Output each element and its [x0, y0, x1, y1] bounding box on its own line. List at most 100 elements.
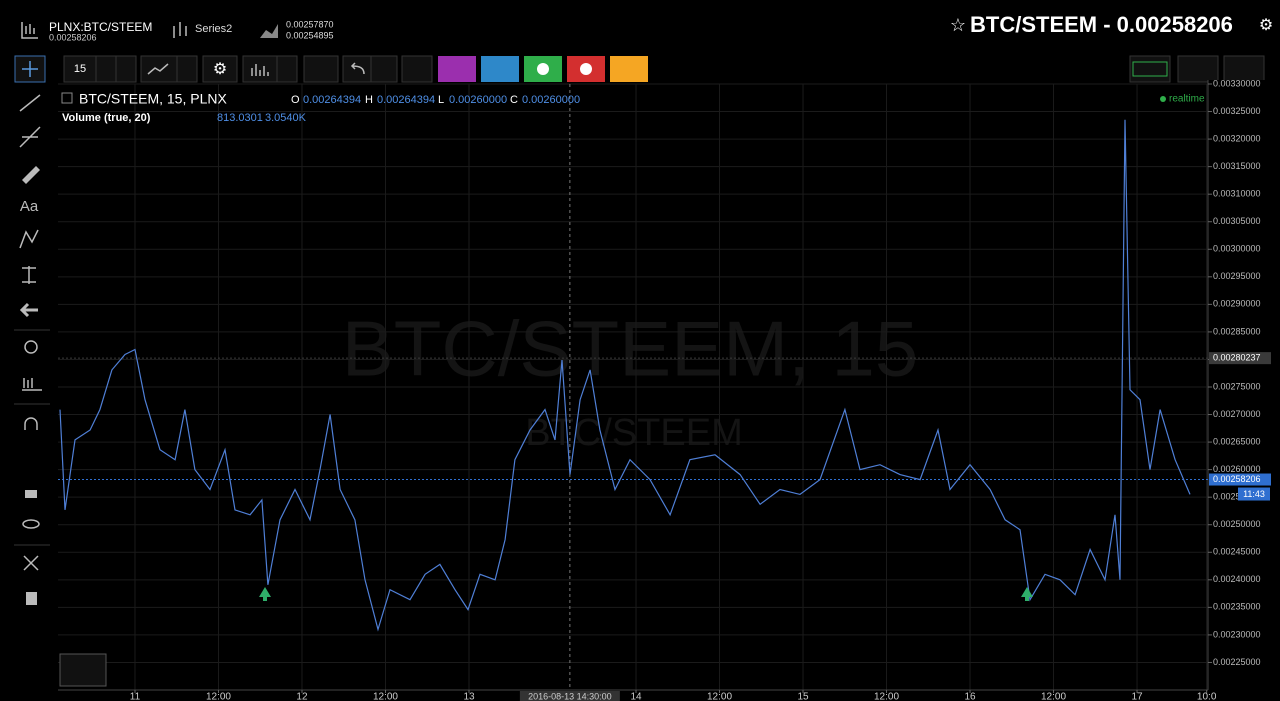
- y-tick-label: 0.00230000: [1213, 629, 1261, 639]
- zoom-tool[interactable]: [24, 340, 38, 354]
- list-button[interactable]: [610, 56, 648, 82]
- text-tool[interactable]: Aa: [20, 198, 39, 215]
- y-axis: [1208, 80, 1280, 690]
- properties[interactable]: [202, 55, 238, 83]
- x-tick-label: 17: [1131, 692, 1143, 701]
- x-tick-label: 12:00: [707, 692, 732, 701]
- tools-icon[interactable]: [23, 555, 39, 571]
- broadcast-button[interactable]: [481, 56, 519, 82]
- symbol[interactable]: PLNX:BTC/STEEM: [49, 20, 152, 34]
- x-tick-label: 16: [964, 692, 976, 701]
- load[interactable]: [1177, 55, 1219, 83]
- pattern-tool[interactable]: [19, 229, 39, 249]
- magnet-tool[interactable]: [24, 417, 38, 430]
- settings[interactable]: ⚙: [1259, 17, 1273, 34]
- fullscreen[interactable]: [401, 55, 433, 83]
- close-label: C: [510, 94, 518, 106]
- y-tick-label: 0.00320000: [1213, 133, 1261, 143]
- volume-value: 813.0301: [217, 112, 263, 124]
- hide-tool[interactable]: [22, 519, 40, 529]
- fib-tool[interactable]: [19, 126, 41, 148]
- y-tick-label: 0.00330000: [1213, 78, 1261, 88]
- gear-icon: ⚙: [213, 61, 227, 78]
- y-tick-label: 0.00325000: [1213, 106, 1261, 116]
- left-toolbar: Aa: [14, 94, 50, 605]
- redo[interactable]: [370, 55, 398, 83]
- buy-marker: [259, 587, 271, 601]
- interval-drop[interactable]: [115, 55, 137, 83]
- high-label: H: [365, 94, 373, 106]
- series-legend: BTC/STEEM, 15, PLNX: [79, 91, 227, 107]
- y-tick-label: 0.00245000: [1213, 547, 1261, 557]
- y-tick-label: 0.00240000: [1213, 574, 1261, 584]
- indicators[interactable]: [242, 55, 278, 83]
- watermark: BTC/STEEM, 15: [342, 305, 918, 393]
- save[interactable]: [1223, 55, 1265, 83]
- undo-icon: [350, 62, 365, 75]
- lock-tool[interactable]: [25, 490, 37, 498]
- series[interactable]: Series2: [195, 23, 232, 35]
- open-label: O: [291, 94, 300, 106]
- compare[interactable]: [303, 55, 339, 83]
- price-label: 0.00258206: [1213, 474, 1261, 484]
- star[interactable]: ☆: [950, 15, 966, 35]
- indicators-icon: [251, 64, 269, 76]
- open-value: 0.00264394: [303, 94, 361, 106]
- measure-tool[interactable]: [22, 266, 36, 284]
- y-tick-label: 0.00300000: [1213, 244, 1261, 254]
- low-label: L: [438, 94, 444, 106]
- brush-tool[interactable]: [22, 166, 40, 184]
- ruler-tool[interactable]: [22, 378, 42, 391]
- style-icon: [147, 63, 169, 75]
- close-value: 0.00260000: [522, 94, 580, 106]
- x-tick-label: 10:0: [1197, 692, 1217, 701]
- logo-button[interactable]: [59, 653, 107, 687]
- indicators-drop[interactable]: [276, 55, 298, 83]
- x-tick-label: 11: [130, 692, 141, 701]
- style-drop[interactable]: [176, 55, 198, 83]
- y-tick-label: 0.00235000: [1213, 602, 1261, 612]
- buy-marker: [1021, 587, 1033, 601]
- series-high: 0.00257870: [286, 19, 334, 29]
- undo[interactable]: [342, 55, 372, 83]
- trend-line-tool[interactable]: [19, 94, 41, 112]
- status: realtime: [1169, 94, 1205, 105]
- toolbar: 15 ⚙: [14, 55, 1265, 83]
- snapshot[interactable]: [1129, 55, 1171, 83]
- y-tick-label: 0.00295000: [1213, 271, 1261, 281]
- down-icon: [580, 63, 592, 75]
- x-tick-label: 12: [296, 692, 308, 701]
- cube-button[interactable]: [438, 56, 476, 82]
- compare-icon: [260, 24, 278, 38]
- legend: BTC/STEEM, 15, PLNX O 0.00264394 H 0.002…: [59, 91, 1205, 687]
- y-tick-label: 0.00275000: [1213, 381, 1261, 391]
- trash-tool[interactable]: [26, 592, 37, 605]
- price-label: 0.00280237: [1213, 353, 1261, 363]
- chart-style[interactable]: [140, 55, 178, 83]
- collapse-icon[interactable]: [61, 92, 73, 104]
- up-icon: [537, 63, 549, 75]
- interval-menu[interactable]: [95, 55, 117, 83]
- time-label: 11:43: [1243, 489, 1265, 499]
- time-label-bg: [1238, 487, 1270, 501]
- x-tick-label: 15: [797, 692, 809, 701]
- x-tick-label: 12:00: [874, 692, 899, 701]
- y-tick-label: 0.00270000: [1213, 409, 1261, 419]
- interval-button[interactable]: [63, 55, 97, 83]
- price-label-bg: [1209, 473, 1271, 486]
- crosshair-icon: [22, 61, 38, 77]
- price-label-bg: [1209, 352, 1271, 365]
- crosshair-label: 2016-08-13 14:30:00: [528, 691, 612, 701]
- status-dot: [1160, 96, 1166, 102]
- interval: 15: [74, 63, 86, 75]
- crosshair-label-bg: [519, 691, 620, 701]
- y-tick-label: 0.00260000: [1213, 464, 1261, 474]
- series-icon: [173, 22, 187, 38]
- volume-legend: Volume (true, 20): [62, 112, 151, 124]
- arrow-tool[interactable]: [19, 302, 38, 318]
- y-tick-label: 0.00250000: [1213, 519, 1261, 529]
- volume-ma: 3.0540K: [265, 112, 307, 124]
- y-tick-label: 0.00265000: [1213, 436, 1261, 446]
- high-value: 0.00264394: [377, 94, 435, 106]
